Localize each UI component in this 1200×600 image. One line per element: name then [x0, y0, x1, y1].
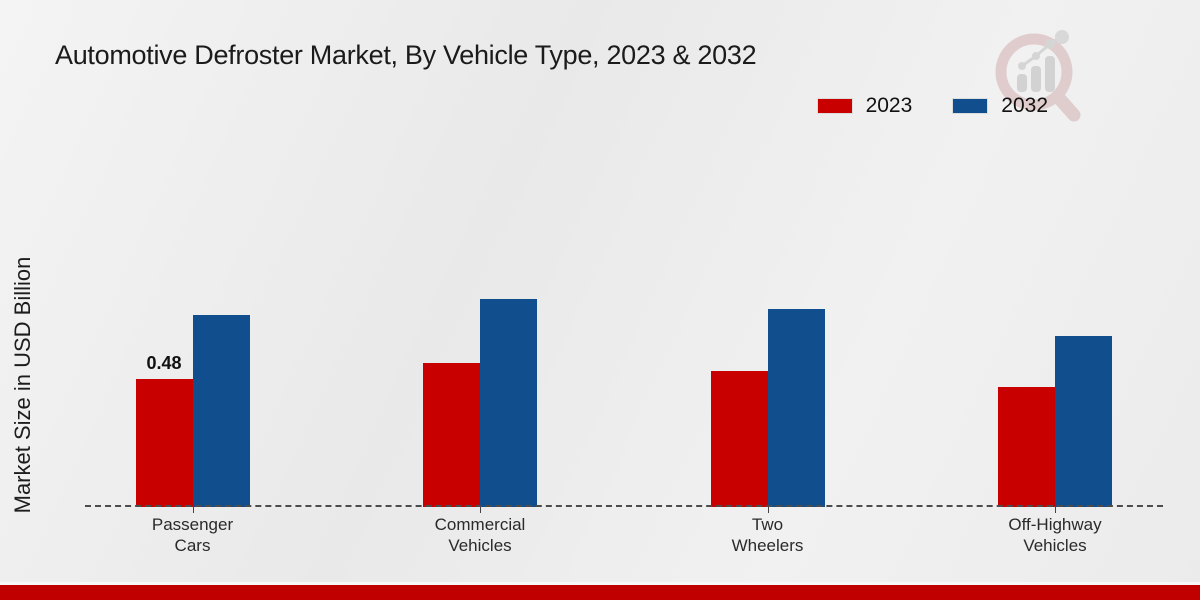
x-axis-category-label: Passenger Cars — [151, 515, 234, 555]
bar-2032-two-wheelers — [767, 309, 825, 507]
legend-swatch-2023 — [816, 98, 853, 114]
x-axis-tick — [767, 507, 769, 513]
x-axis-tick — [192, 507, 194, 513]
bar-value-label: 0.48 — [146, 353, 182, 373]
x-axis-baseline — [85, 505, 1163, 507]
chart-title: Automotive Defroster Market, By Vehicle … — [55, 40, 757, 70]
bar-2032-commercial-vehicles — [480, 299, 537, 507]
legend-label: 2032 — [1001, 94, 1048, 117]
bar-2023-off-highway-vehicles — [998, 387, 1055, 507]
legend: 2023 2032 — [816, 94, 1048, 118]
x-axis-category-label: Commercial Vehicles — [434, 515, 526, 555]
bar-2023-two-wheelers — [710, 371, 768, 507]
x-axis-category-label: Off-Highway Vehicles — [1008, 515, 1102, 555]
legend-swatch-2032 — [952, 98, 989, 114]
bar-2023-commercial-vehicles — [423, 363, 480, 507]
bar-2032-passenger-cars — [192, 315, 250, 507]
legend-item-2023: 2023 — [816, 94, 913, 118]
x-axis-tick — [480, 507, 481, 513]
footer-red-bar — [0, 585, 1200, 600]
bar-2023-passenger-cars — [135, 379, 193, 507]
bar-2032-off-highway-vehicles — [1055, 336, 1112, 507]
footer-divider — [0, 582, 1200, 585]
legend-item-2032: 2032 — [952, 94, 1048, 118]
x-axis-category-label: Two Wheelers — [731, 515, 804, 555]
x-axis-tick — [1055, 507, 1056, 513]
legend-label: 2023 — [865, 94, 913, 117]
magnifier-bar-chart-logo-icon — [995, 30, 1081, 122]
